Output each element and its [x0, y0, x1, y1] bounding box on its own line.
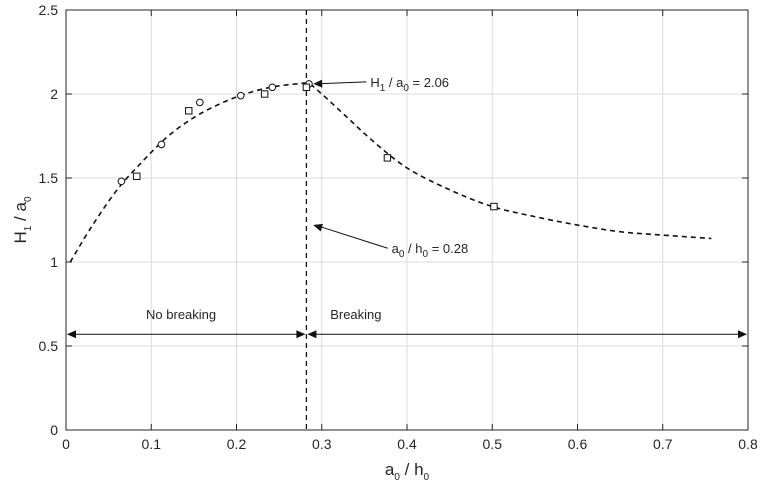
square-marker — [185, 107, 193, 115]
arrowhead — [296, 330, 306, 339]
regions: No breaking Breaking — [67, 307, 747, 339]
x-axis-title: a0 / h0 — [385, 460, 430, 483]
annotation-arrowhead — [313, 79, 323, 88]
y-tick-label: 2 — [50, 86, 58, 102]
y-axis-ticks: 0 0.5 1 1.5 2 2.5 — [39, 2, 748, 438]
y-tick-label: 1.5 — [39, 170, 59, 186]
circle-marker — [268, 83, 277, 92]
square-marker — [260, 90, 269, 98]
annotation-arrow-line — [315, 224, 388, 249]
square-marker — [383, 154, 392, 162]
region-label-no-breaking: No breaking — [146, 307, 216, 322]
circle-marker — [196, 98, 204, 107]
plot-frame — [65, 9, 749, 431]
square-marker — [302, 83, 311, 91]
x-tick-label: 0.2 — [227, 436, 247, 452]
x-tick-label: 0.8 — [738, 436, 758, 452]
annotation-arrow-line — [315, 81, 367, 85]
square-marker — [490, 202, 498, 211]
annotation-peak-ratio: H1 / a0 = 2.06 — [370, 75, 449, 94]
annotations: H1 / a0 = 2.06 a0 / h0 = 0.28 — [313, 75, 468, 260]
x-axis-ticks: 0 0.1 0.2 0.3 0.4 0.5 0.6 0.7 0.8 — [62, 10, 758, 452]
x-tick-label: 0.3 — [312, 436, 332, 452]
y-tick-label: 0 — [50, 422, 58, 438]
x-tick-label: 0.4 — [397, 436, 417, 452]
circle-marker — [117, 177, 126, 186]
region-label-breaking: Breaking — [330, 307, 381, 322]
arrowhead — [67, 330, 76, 339]
y-tick-label: 1 — [50, 254, 58, 270]
circle-marker — [236, 91, 245, 100]
arrowhead — [738, 330, 747, 339]
x-tick-label: 0.5 — [483, 436, 503, 452]
x-tick-label: 0 — [62, 436, 70, 452]
y-tick-label: 0.5 — [39, 338, 59, 354]
y-axis-title: H1 / a0 — [11, 196, 34, 243]
x-tick-label: 0.7 — [653, 436, 673, 452]
square-marker — [133, 172, 141, 181]
circle-marker — [157, 140, 166, 149]
data-markers — [117, 80, 498, 211]
x-tick-label: 0.1 — [142, 436, 162, 452]
arrowhead — [307, 330, 317, 339]
annotation-arrowhead — [313, 223, 324, 232]
x-tick-label: 0.6 — [568, 436, 588, 452]
y-tick-label: 2.5 — [39, 2, 59, 18]
annotation-breaking-threshold: a0 / h0 = 0.28 — [392, 241, 469, 260]
